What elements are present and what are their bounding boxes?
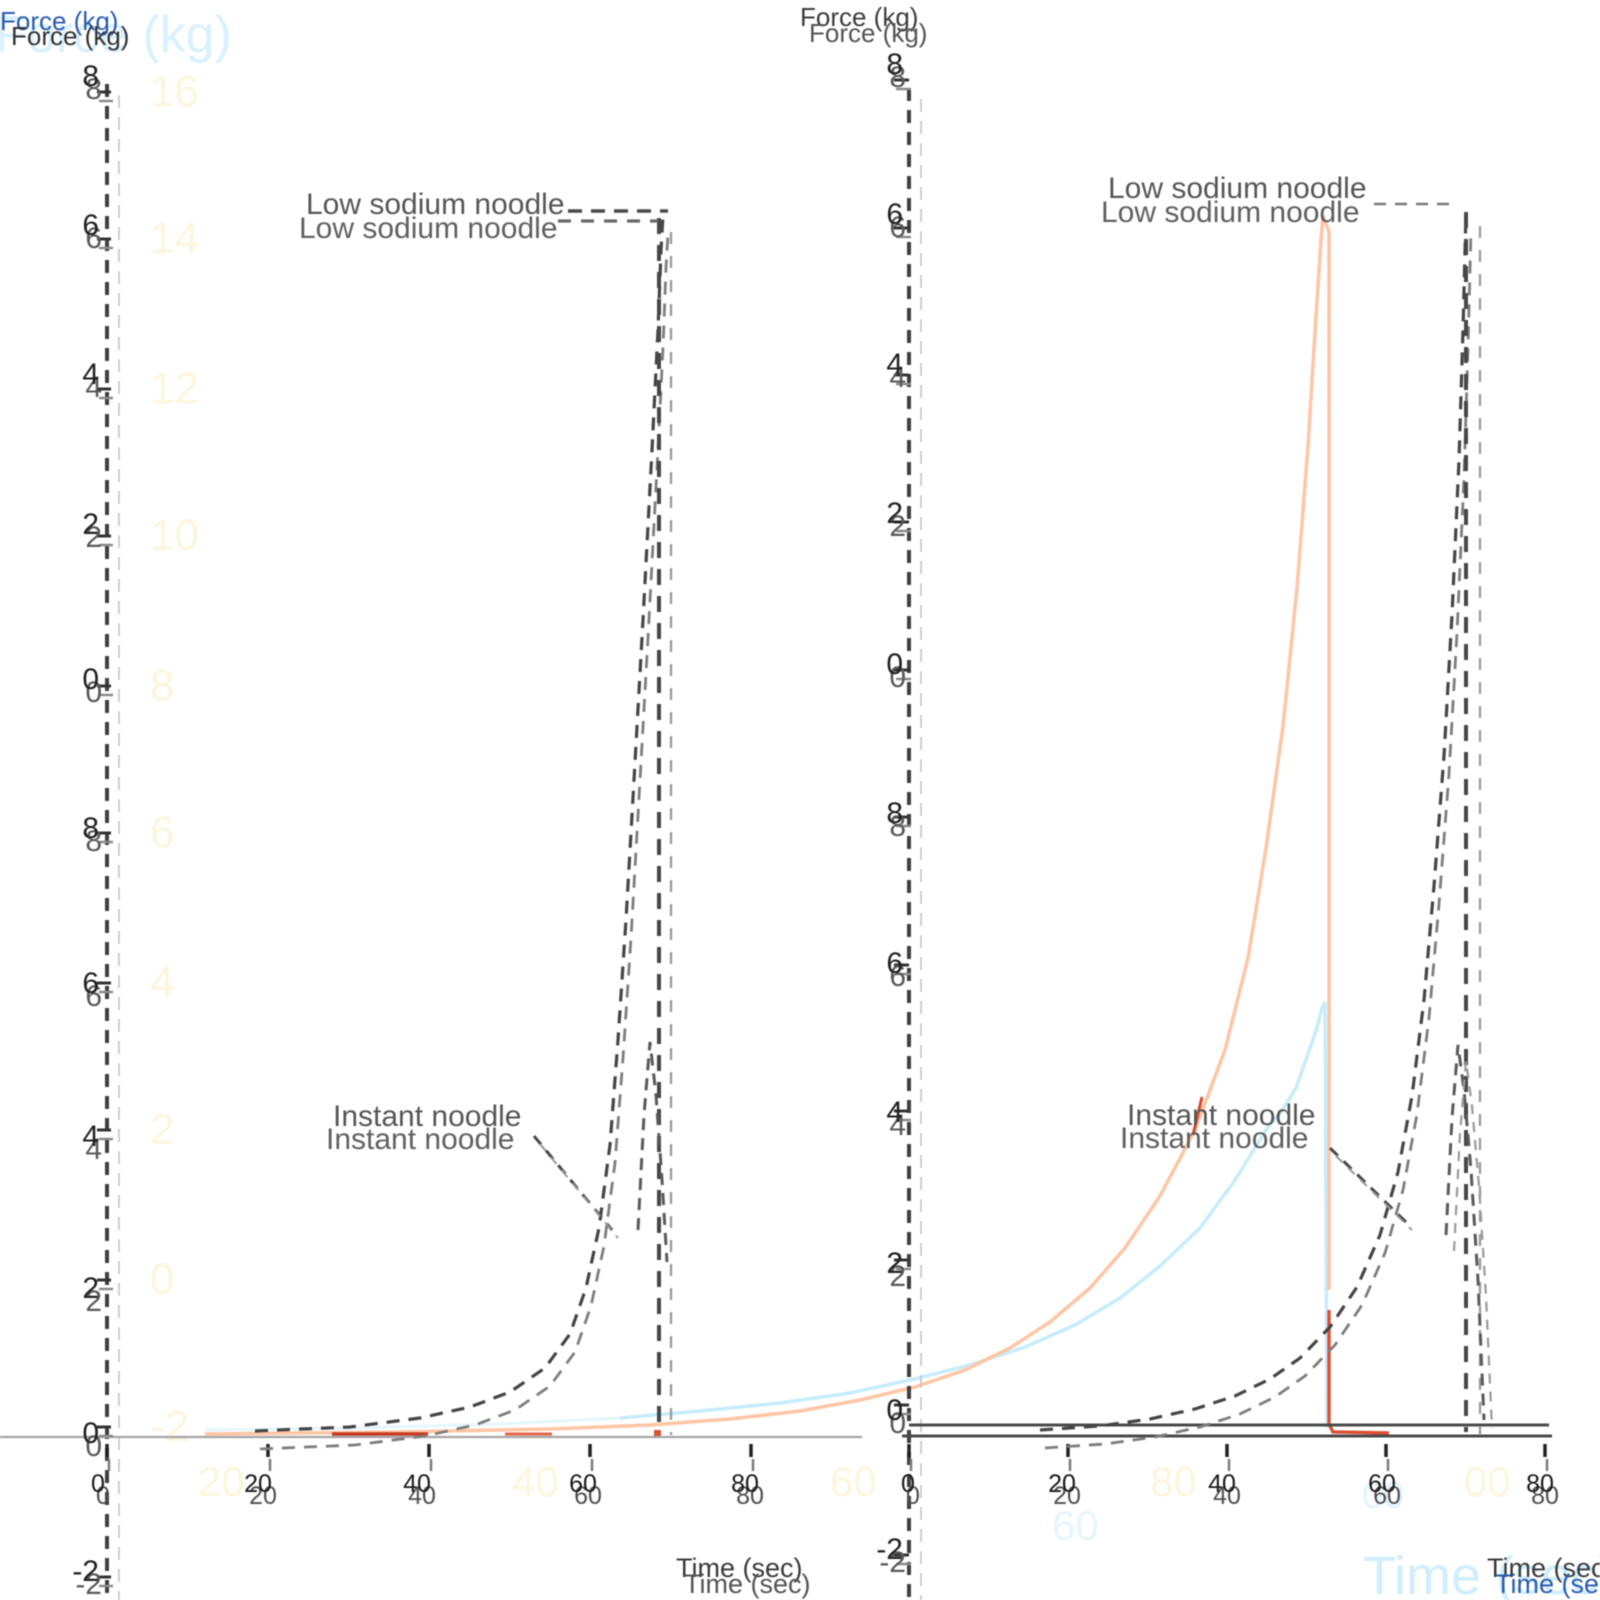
svg-text:Time (sec): Time (sec) — [1487, 1553, 1600, 1583]
svg-text:0: 0 — [889, 1407, 906, 1440]
svg-text:2: 2 — [889, 510, 906, 543]
svg-text:2: 2 — [82, 1272, 99, 1305]
svg-text:Time (sec): Time (sec) — [1363, 1546, 1600, 1600]
svg-text:0: 0 — [85, 1430, 102, 1463]
svg-text:-2: -2 — [879, 1546, 906, 1579]
svg-text:0: 0 — [96, 1482, 110, 1510]
svg-text:40: 40 — [1213, 1482, 1241, 1510]
svg-text:4: 4 — [150, 958, 174, 1007]
svg-text:4: 4 — [82, 358, 99, 391]
svg-text:2: 2 — [886, 497, 903, 530]
svg-text:0: 0 — [82, 663, 99, 696]
svg-text:0: 0 — [889, 661, 906, 694]
svg-text:80: 80 — [731, 1470, 759, 1498]
svg-text:4: 4 — [886, 348, 903, 381]
svg-text:60: 60 — [574, 1482, 602, 1510]
svg-text:6: 6 — [889, 960, 906, 993]
svg-text:0: 0 — [906, 1482, 920, 1510]
svg-text:8: 8 — [82, 812, 99, 845]
svg-text:2: 2 — [150, 1105, 174, 1154]
svg-text:Low sodium noodle: Low sodium noodle — [299, 212, 558, 245]
svg-text:80: 80 — [1150, 1458, 1197, 1505]
svg-text:12: 12 — [150, 364, 199, 413]
svg-text:00: 00 — [1362, 1475, 1404, 1517]
svg-text:0: 0 — [886, 648, 903, 681]
svg-text:Low sodium noodle: Low sodium noodle — [1101, 196, 1360, 229]
svg-text:-2: -2 — [150, 1402, 189, 1451]
svg-text:6: 6 — [82, 967, 99, 1000]
svg-text:2: 2 — [889, 1260, 906, 1293]
svg-text:4: 4 — [886, 1096, 903, 1129]
svg-text:2: 2 — [85, 1285, 102, 1318]
svg-text:-2: -2 — [75, 1568, 102, 1600]
svg-text:6: 6 — [886, 947, 903, 980]
svg-text:Instant noodle: Instant noodle — [326, 1123, 514, 1156]
svg-text:40: 40 — [408, 1482, 436, 1510]
svg-text:Low sodium noodle: Low sodium noodle — [1108, 172, 1367, 205]
svg-text:-2: -2 — [876, 1533, 903, 1566]
svg-text:0: 0 — [82, 1417, 99, 1450]
svg-text:80: 80 — [1526, 1470, 1554, 1498]
svg-text:60: 60 — [830, 1458, 877, 1505]
svg-text:20: 20 — [198, 1458, 245, 1505]
svg-text:Force (kg): Force (kg) — [0, 6, 118, 36]
svg-text:Force (kg): Force (kg) — [0, 6, 232, 64]
svg-text:80: 80 — [1531, 1482, 1559, 1510]
svg-text:0: 0 — [91, 1470, 105, 1498]
svg-text:20: 20 — [1048, 1470, 1076, 1498]
svg-text:20: 20 — [244, 1470, 272, 1498]
svg-text:80: 80 — [736, 1482, 764, 1510]
svg-text:6: 6 — [889, 211, 906, 244]
svg-text:2: 2 — [82, 508, 99, 541]
svg-text:8: 8 — [886, 48, 903, 81]
svg-text:40: 40 — [512, 1458, 559, 1505]
svg-text:8: 8 — [82, 60, 99, 93]
svg-text:8: 8 — [85, 73, 102, 106]
svg-text:Time (sec): Time (sec) — [684, 1569, 811, 1599]
svg-text:Instant noodle: Instant noodle — [1120, 1122, 1308, 1155]
svg-text:4: 4 — [82, 1120, 99, 1153]
svg-text:0: 0 — [150, 1255, 174, 1304]
svg-text:Instant noodle: Instant noodle — [1127, 1099, 1315, 1132]
svg-text:6: 6 — [82, 209, 99, 242]
svg-text:6: 6 — [85, 222, 102, 255]
svg-text:20: 20 — [249, 1482, 277, 1510]
svg-text:60: 60 — [569, 1470, 597, 1498]
svg-text:4: 4 — [85, 1133, 102, 1166]
svg-text:4: 4 — [85, 371, 102, 404]
svg-text:6: 6 — [85, 980, 102, 1013]
svg-text:60: 60 — [1052, 1502, 1099, 1549]
svg-text:Time (sec): Time (sec) — [676, 1553, 803, 1583]
svg-text:2: 2 — [85, 521, 102, 554]
svg-text:2: 2 — [886, 1247, 903, 1280]
svg-text:Instant noodle: Instant noodle — [333, 1100, 521, 1133]
svg-text:6: 6 — [886, 198, 903, 231]
svg-text:Time (sec): Time (sec) — [1495, 1569, 1600, 1599]
svg-text:Force (kg): Force (kg) — [11, 21, 129, 51]
svg-text:Force (kg): Force (kg) — [800, 2, 918, 32]
svg-text:6: 6 — [150, 808, 174, 857]
svg-text:8: 8 — [886, 797, 903, 830]
svg-text:0: 0 — [901, 1470, 915, 1498]
svg-text:60: 60 — [1368, 1470, 1396, 1498]
svg-text:00: 00 — [1464, 1458, 1511, 1505]
svg-text:8: 8 — [889, 61, 906, 94]
svg-text:Low sodium noodle: Low sodium noodle — [306, 188, 565, 221]
svg-text:4: 4 — [889, 1109, 906, 1142]
svg-text:4: 4 — [889, 361, 906, 394]
svg-text:Force (kg): Force (kg) — [809, 18, 927, 48]
svg-text:-2: -2 — [72, 1555, 99, 1588]
svg-text:8: 8 — [150, 661, 174, 710]
svg-text:40: 40 — [1208, 1470, 1236, 1498]
svg-text:14: 14 — [150, 214, 199, 263]
svg-text:60: 60 — [1373, 1482, 1401, 1510]
svg-text:10: 10 — [150, 511, 199, 560]
svg-text:40: 40 — [403, 1470, 431, 1498]
svg-text:8: 8 — [85, 825, 102, 858]
svg-text:20: 20 — [1053, 1482, 1081, 1510]
svg-text:0: 0 — [886, 1394, 903, 1427]
svg-text:8: 8 — [889, 810, 906, 843]
svg-text:16: 16 — [150, 67, 199, 116]
svg-text:0: 0 — [85, 676, 102, 709]
